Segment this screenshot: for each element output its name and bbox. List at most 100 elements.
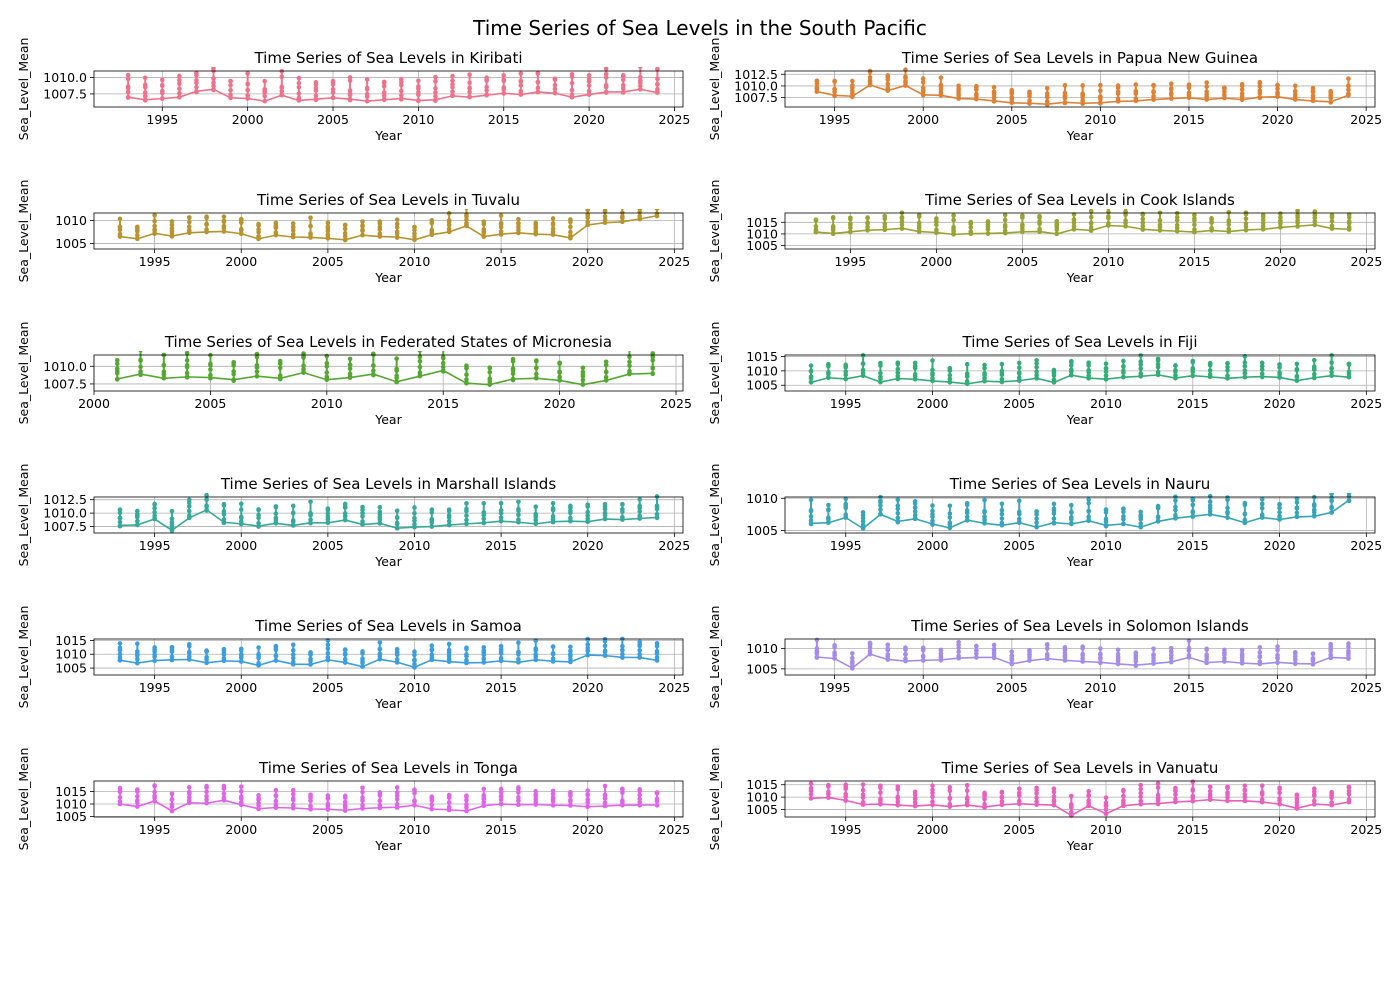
series-point [1121,803,1126,809]
observation-point [1347,486,1352,491]
y-tick-label: 1007.5 [43,376,87,391]
observation-point [878,360,883,366]
observation-point [550,644,556,649]
observation-point [464,363,469,368]
observation-point [1051,367,1057,373]
x-tick-label: 2020 [1262,112,1294,127]
observation-point [1173,504,1178,510]
series-point [1278,225,1283,230]
observation-point [1292,89,1298,94]
observation-point [620,798,625,803]
series-point [204,229,209,235]
observation-point [1192,216,1197,221]
observation-point [550,221,556,226]
x-tick-label: 2020 [572,680,604,695]
observation-point [464,372,469,378]
subplot: 1995 2000 2005 2010 2015 2020 20251007.51010.0… [16,38,690,143]
observation-point [1080,91,1085,96]
observation-point [843,362,849,368]
observation-point [117,225,123,230]
series-point [416,98,421,103]
series-point [169,233,175,239]
observation-point [152,783,157,789]
observation-point [895,784,901,789]
series-point [1173,515,1178,521]
series-point [843,376,849,382]
series-point [620,219,625,225]
observation-point [1346,648,1351,654]
observation-point [360,795,365,800]
observation-point [637,652,642,657]
series-line [810,374,1350,385]
observation-point [920,76,926,81]
observation-point [655,82,660,87]
observation-point [186,784,192,790]
observation-point [1168,652,1174,658]
series-line [117,369,653,386]
series-point [1225,515,1230,520]
observation-point [552,86,558,92]
observation-point [533,651,539,657]
observation-point [1034,795,1039,801]
observation-point [152,501,157,507]
x-tick-label: 2000 [225,538,257,553]
y-tick-label: 1007.5 [43,519,87,534]
series-point [498,518,504,524]
observation-point [308,231,313,236]
observation-point [330,90,336,95]
observation-point [1123,218,1128,223]
series-point [550,658,556,664]
observation-point [1277,505,1282,511]
x-tick-label: 2005 [1003,396,1035,411]
data-layer [808,779,1352,818]
observation-point [377,790,383,795]
observation-point [650,351,656,356]
series-point [169,657,175,663]
series-point [916,229,922,234]
y-tick-label: 1012.5 [734,67,778,82]
series-point [1086,518,1091,524]
observation-point [152,793,157,799]
series-point [586,92,592,97]
series-point [125,94,131,100]
observation-point [245,87,250,93]
observation-point [290,510,296,516]
observation-point [117,795,123,800]
series-point [342,807,348,813]
series-point [867,651,873,657]
observation-point [1098,655,1103,661]
observation-point [1020,222,1025,227]
series-point [412,802,417,808]
series-point [1328,99,1334,105]
series-point [1168,659,1174,665]
x-tick-label: 2010 [399,254,431,269]
series-point [1192,229,1197,235]
observation-point [1190,358,1196,364]
observation-point [377,509,383,515]
observation-point [860,792,866,797]
observation-point [277,358,283,364]
series-point [117,658,123,663]
observation-point [1347,479,1352,484]
observation-point [1103,516,1109,522]
observation-point [533,789,539,794]
observation-point [638,67,643,69]
observation-point [585,213,591,218]
series-point [826,795,831,800]
series-point [1186,655,1192,660]
series-point [1277,801,1282,807]
y-tick-label: 1005 [746,802,778,817]
observation-point [947,376,953,382]
observation-point [184,370,190,376]
series-point [982,378,987,384]
observation-point [1294,796,1300,802]
series-point [602,516,608,522]
observation-point [516,499,521,505]
series-point [535,89,541,95]
observation-point [498,797,504,803]
observation-point [1225,509,1230,515]
subplot: 1995 2000 2005 2010 2015 2020 2025100510101015… [707,180,1382,285]
observation-point [999,368,1005,374]
observation-point [1034,788,1039,793]
observation-point [1044,85,1050,91]
